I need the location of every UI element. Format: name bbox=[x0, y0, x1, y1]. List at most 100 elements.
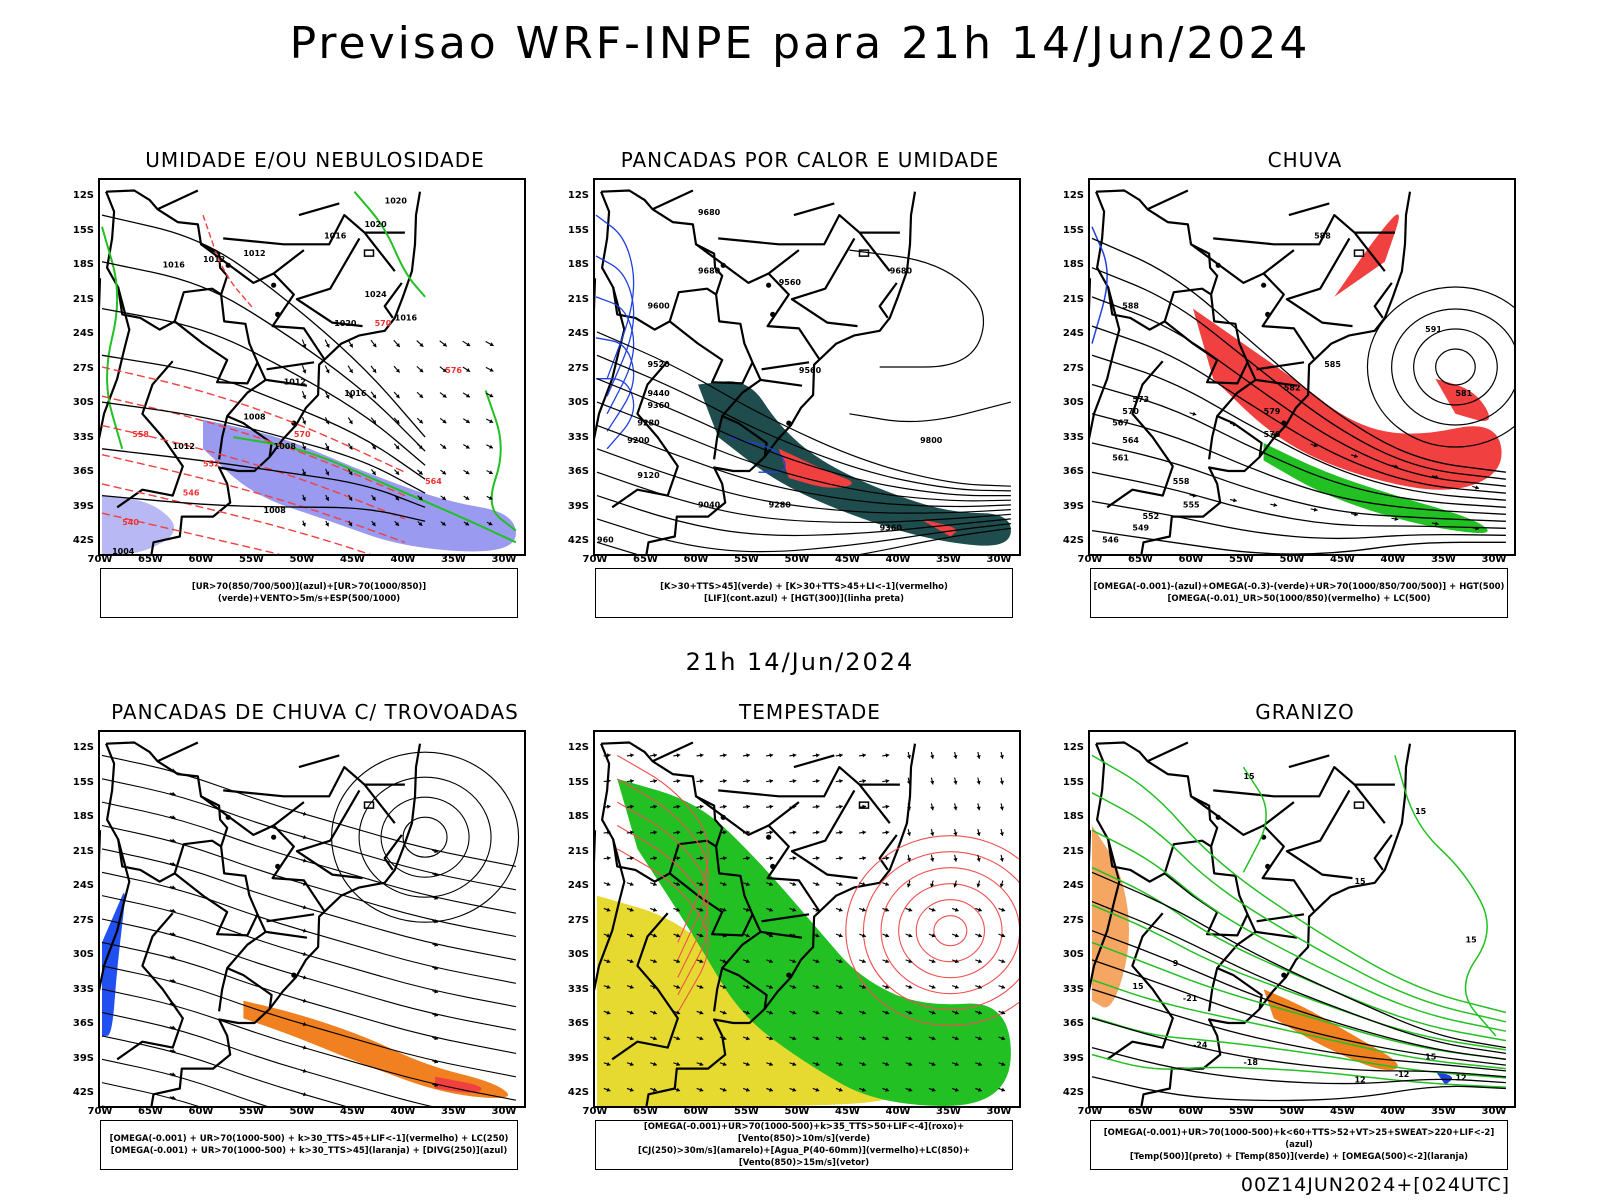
lon-tick-label: 30W bbox=[986, 554, 1012, 565]
contour-label: 12 bbox=[1354, 1076, 1365, 1085]
panel-legend: [OMEGA(-0.001)+UR>70(1000-500)+k<60+TTS>… bbox=[1090, 1120, 1508, 1170]
map-umidade: 1012 1012 1016 1020 1020 1024 1020 1016 1012 1008… bbox=[98, 178, 526, 556]
lon-tick-label: 40W bbox=[1380, 1106, 1406, 1117]
contour-label: 1016 bbox=[395, 313, 418, 322]
lat-tick-label: 39S bbox=[567, 1052, 589, 1064]
contour-label: -21 bbox=[1183, 994, 1198, 1003]
panel-granizo: GRANIZO 15 -21 -24 -18 -12 15 15 15 15 12 9 15 12 [O… bbox=[1050, 700, 1520, 1180]
contour-label: 9040 bbox=[698, 500, 721, 509]
lat-tick-label: 24S bbox=[1062, 328, 1084, 339]
contour-label: 15 bbox=[1415, 807, 1427, 816]
lat-tick-label: 18S bbox=[567, 811, 589, 822]
contour-label: 588 bbox=[1122, 302, 1139, 311]
lon-tick-label: 45W bbox=[1330, 1106, 1355, 1117]
lat-tick-label: 21S bbox=[567, 845, 589, 857]
contour-label: 1008 bbox=[264, 506, 287, 515]
lat-tick-label: 24S bbox=[72, 880, 94, 891]
contour-label: 1012 bbox=[243, 249, 265, 258]
contour-label: 585 bbox=[1324, 360, 1341, 369]
contour-label: 9560 bbox=[779, 278, 802, 287]
lon-tick-label: 55W bbox=[1229, 1106, 1254, 1117]
contour-label: 579 bbox=[1264, 407, 1281, 416]
contour-label: -18 bbox=[1243, 1058, 1258, 1067]
lat-tick-label: 30S bbox=[72, 397, 94, 408]
contour-label: 1016 bbox=[324, 231, 347, 240]
lon-tick-label: 60W bbox=[188, 554, 214, 565]
map-trovoadas bbox=[98, 730, 526, 1108]
lat-tick-label: 30S bbox=[567, 397, 589, 408]
contour-label: 1016 bbox=[344, 389, 367, 398]
lat-tick-label: 39S bbox=[72, 500, 94, 512]
lon-tick-label: 60W bbox=[683, 1106, 709, 1117]
contour-label: 9120 bbox=[637, 471, 660, 480]
lat-tick-label: 27S bbox=[72, 914, 94, 926]
run-info-label: 00Z14JUN2024+[024UTC] bbox=[1240, 1174, 1510, 1196]
lat-tick-label: 33S bbox=[1062, 431, 1084, 443]
contour-label: 549 bbox=[1132, 524, 1149, 533]
contour-label: 1020 bbox=[334, 319, 357, 328]
contour-label: 570 bbox=[375, 319, 392, 328]
lat-tick-label: 36S bbox=[1062, 466, 1084, 477]
lat-tick-label: 33S bbox=[567, 983, 589, 995]
contour-label: 9360 bbox=[880, 524, 903, 533]
lat-tick-label: 42S bbox=[72, 1087, 94, 1098]
lon-tick-label: 45W bbox=[835, 554, 860, 565]
lat-tick-label: 30S bbox=[1062, 949, 1084, 960]
lon-tick-label: 50W bbox=[784, 1106, 810, 1117]
lat-tick-label: 42S bbox=[1062, 1087, 1084, 1098]
contour-label: 9800 bbox=[920, 436, 943, 445]
contour-label: 1008 bbox=[274, 442, 297, 451]
lat-tick-label: 27S bbox=[1062, 914, 1084, 926]
panel-legend: [OMEGA(-0.001)-(azul)+OMEGA(-0.3)-(verde… bbox=[1090, 568, 1508, 618]
contour-label: 1024 bbox=[364, 290, 387, 299]
contour-label: 1008 bbox=[243, 413, 266, 422]
contour-label: 9360 bbox=[647, 401, 670, 410]
lat-tick-label: 12S bbox=[72, 190, 94, 201]
lon-tick-label: 30W bbox=[986, 1106, 1012, 1117]
contour-label: 561 bbox=[1112, 454, 1129, 463]
panel-umidade: UMIDADE E/OU NEBULOSIDADE 1012 1012 1016 10… bbox=[60, 148, 530, 628]
lat-tick-label: 42S bbox=[1062, 535, 1084, 546]
lon-tick-label: 35W bbox=[1431, 1106, 1456, 1117]
panel-legend: [K>30+TTS>45](verde) + [K>30+TTS>45+LI<-… bbox=[595, 568, 1013, 618]
lon-tick-label: 50W bbox=[784, 554, 810, 565]
contour-label: 582 bbox=[1284, 383, 1301, 392]
lat-tick-label: 33S bbox=[72, 983, 94, 995]
lon-tick-label: 65W bbox=[138, 1106, 163, 1117]
page-title: Previsao WRF-INPE para 21h 14/Jun/2024 bbox=[289, 18, 1311, 69]
contour-label: 9680 bbox=[698, 267, 721, 276]
lat-tick-label: 42S bbox=[567, 1087, 589, 1098]
lon-tick-label: 70W bbox=[87, 1106, 113, 1117]
contour-label: 558 bbox=[1173, 477, 1190, 486]
lon-tick-label: 40W bbox=[885, 1106, 911, 1117]
contour-label: 576 bbox=[445, 366, 462, 375]
lat-tick-label: 24S bbox=[567, 328, 589, 339]
lat-tick-label: 30S bbox=[567, 949, 589, 960]
contour-label: 9200 bbox=[627, 436, 650, 445]
contour-label: 1012 bbox=[284, 378, 306, 387]
lon-tick-label: 55W bbox=[1229, 554, 1254, 565]
lat-tick-label: 33S bbox=[72, 431, 94, 443]
contour-label: 546 bbox=[183, 489, 200, 498]
panel-title: PANCADAS POR CALOR E UMIDADE bbox=[620, 148, 1000, 172]
lat-tick-label: 27S bbox=[1062, 362, 1084, 374]
lon-tick-label: 60W bbox=[683, 554, 709, 565]
lat-tick-label: 42S bbox=[72, 535, 94, 546]
contour-label: 15 bbox=[1243, 772, 1255, 781]
contour-label: 591 bbox=[1425, 325, 1442, 334]
map-pancadas-calor: 9680 9680 9600 9560 9680 9520 9440 9360 9280 9200… bbox=[593, 178, 1021, 556]
lat-tick-label: 12S bbox=[567, 742, 589, 753]
contour-label: 1004 bbox=[112, 547, 135, 554]
lon-tick-label: 60W bbox=[188, 1106, 214, 1117]
lat-tick-label: 30S bbox=[72, 949, 94, 960]
map-chuva: 588 591 585 582 579 576 573 570 567 564 561 558 555 5… bbox=[1088, 178, 1516, 556]
lat-tick-label: 27S bbox=[567, 914, 589, 926]
panel-title: GRANIZO bbox=[1255, 700, 1355, 724]
lat-tick-label: 36S bbox=[72, 466, 94, 477]
contour-label: 552 bbox=[1142, 512, 1159, 521]
lat-tick-label: 39S bbox=[567, 500, 589, 512]
lon-tick-label: 55W bbox=[734, 554, 759, 565]
lon-tick-label: 50W bbox=[289, 1106, 315, 1117]
lon-tick-label: 40W bbox=[885, 554, 911, 565]
lon-tick-label: 45W bbox=[835, 1106, 860, 1117]
